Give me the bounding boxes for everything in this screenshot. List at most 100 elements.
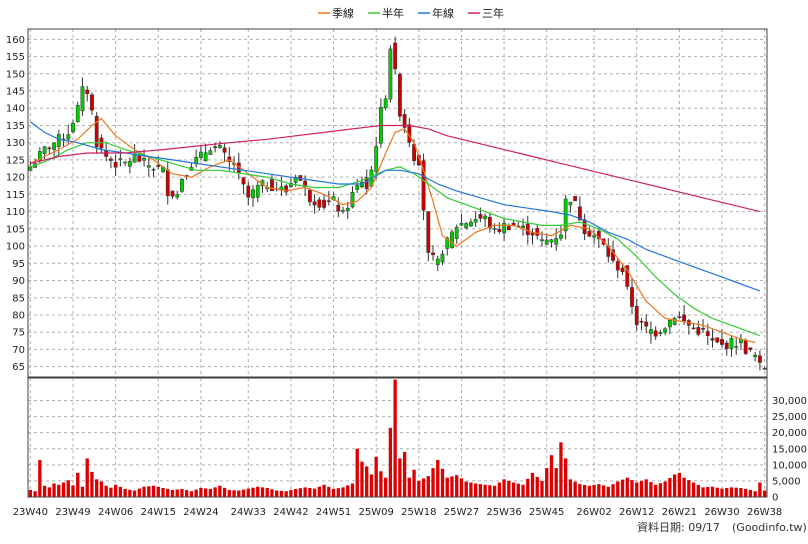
- volume-bar: [246, 488, 250, 497]
- volume-bar: [161, 487, 165, 497]
- candle-body: [241, 177, 246, 185]
- price-panel-frame: [27, 28, 768, 378]
- x-tick-label: 26W38: [747, 507, 782, 518]
- volume-tick-label: 0: [772, 493, 778, 504]
- volume-bar: [691, 482, 696, 497]
- candle-body: [284, 185, 289, 193]
- price-tick-label: 130: [6, 138, 25, 149]
- volume-bar: [194, 489, 198, 497]
- candle-body: [672, 318, 677, 325]
- volume-bar: [668, 478, 672, 497]
- volume-bar: [393, 379, 397, 497]
- volume-bar: [104, 485, 108, 497]
- volume-bar: [696, 484, 700, 497]
- candle-body: [402, 114, 407, 128]
- ma-line-three_year: [30, 124, 761, 213]
- volume-bar: [597, 484, 601, 497]
- candle-body: [701, 328, 705, 330]
- volume-bar: [455, 475, 459, 497]
- candle-body: [535, 228, 540, 236]
- price-tick-label: 145: [6, 87, 25, 98]
- candle-body: [762, 367, 767, 370]
- volume-bar: [199, 487, 203, 497]
- candle-body: [156, 164, 161, 167]
- candle-body: [492, 228, 497, 230]
- volume-bar: [582, 484, 587, 497]
- volume-bar: [545, 468, 549, 497]
- volume-bar: [227, 489, 231, 497]
- candle-body: [691, 327, 696, 330]
- volume-tick-label: 10,000: [772, 460, 807, 471]
- candle-body: [289, 182, 293, 188]
- price-tick-label: 100: [6, 242, 25, 253]
- candle-body: [577, 206, 582, 221]
- volume-bar: [521, 484, 525, 497]
- volume-bar: [710, 486, 715, 497]
- volume-bar: [284, 491, 288, 497]
- x-tick-label: 26W02: [576, 507, 611, 518]
- candle-body: [454, 226, 459, 239]
- volume-bar: [156, 486, 160, 497]
- candle-body: [544, 239, 549, 245]
- volume-bar: [147, 486, 151, 497]
- volume-bar: [57, 484, 61, 497]
- volume-bar: [346, 485, 350, 497]
- volume-bar: [658, 483, 663, 497]
- x-tick-label: 26W30: [704, 507, 739, 518]
- volume-bar: [502, 479, 506, 497]
- candle-body: [388, 48, 393, 100]
- candle-body: [667, 320, 672, 328]
- volume-bar: [564, 458, 568, 497]
- candle-body: [246, 185, 251, 198]
- volume-bar: [208, 488, 213, 497]
- candle-body: [440, 253, 445, 263]
- candle-body: [464, 223, 469, 229]
- volume-bar: [450, 476, 454, 497]
- volume-bar: [137, 488, 141, 497]
- volume-bar: [341, 487, 345, 497]
- candle-body: [487, 217, 492, 229]
- volume-bar: [350, 483, 355, 497]
- candle-body: [596, 230, 601, 240]
- x-tick-label: 26W12: [619, 507, 654, 518]
- volume-bar: [639, 480, 644, 497]
- ma-line-seasonal: [30, 117, 756, 344]
- legend-label-year: 年線: [432, 6, 454, 20]
- volume-bar: [677, 472, 682, 497]
- candle-body: [549, 239, 554, 243]
- volume-bar: [99, 481, 104, 497]
- candle-body: [525, 223, 530, 236]
- volume-bar: [360, 461, 364, 497]
- candle-body: [748, 347, 753, 350]
- volume-bar: [715, 487, 719, 497]
- price-tick-label: 135: [6, 121, 25, 132]
- candle-body: [350, 191, 355, 208]
- volume-bar: [355, 448, 359, 497]
- volume-bar: [331, 488, 336, 497]
- volume-bar: [469, 482, 473, 497]
- candle-body: [203, 152, 208, 162]
- candle-body: [75, 105, 80, 123]
- candle-body: [42, 146, 47, 154]
- candle-body: [175, 194, 180, 198]
- volume-bar: [492, 485, 497, 497]
- volume-bar: [734, 487, 738, 497]
- candle-body: [677, 316, 682, 319]
- volume-bar: [289, 490, 293, 497]
- candle-body: [345, 207, 350, 211]
- volume-bar: [516, 483, 520, 497]
- volume-bar: [530, 472, 535, 497]
- volume-bar: [592, 484, 596, 497]
- volume-bar: [374, 456, 378, 497]
- volume-bar: [478, 484, 483, 497]
- legend-label-seasonal: 季線: [332, 6, 354, 20]
- moving-average-lines: [30, 117, 761, 344]
- x-tick-label: 25W09: [359, 507, 394, 518]
- volume-bar: [706, 487, 710, 497]
- candle-body: [213, 146, 218, 149]
- candle-body: [108, 158, 113, 161]
- volume-bar: [42, 485, 47, 497]
- x-tick-label: 26W21: [662, 507, 697, 518]
- volume-bar: [729, 487, 734, 497]
